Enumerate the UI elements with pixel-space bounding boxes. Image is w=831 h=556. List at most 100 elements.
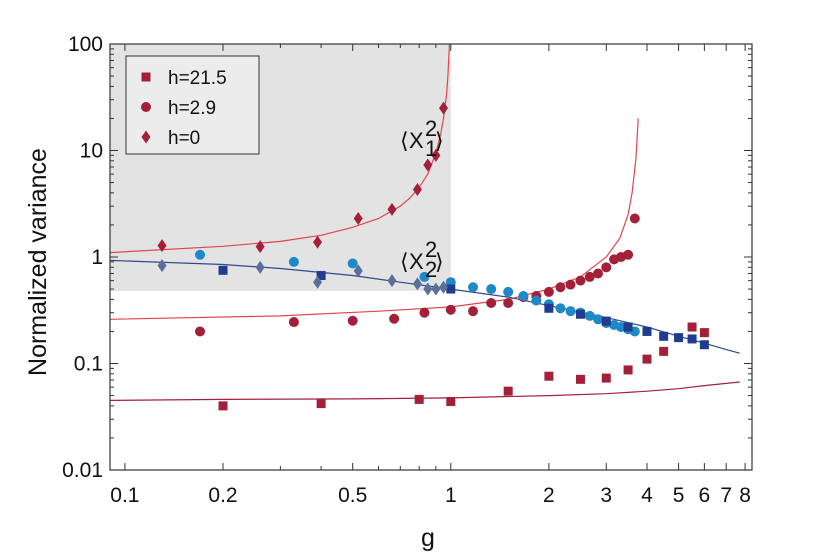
data-point-s1-16 bbox=[593, 268, 604, 279]
annotation-sup: 2 bbox=[425, 237, 437, 262]
annotation-bracket-right: ⟩ bbox=[435, 249, 444, 274]
data-point-s5-7 bbox=[431, 282, 441, 296]
data-point-s1-3 bbox=[389, 313, 400, 324]
data-point-s2-8 bbox=[439, 101, 449, 115]
data-point-s3-12 bbox=[565, 306, 576, 317]
data-point-s4-0 bbox=[218, 265, 228, 275]
legend-label-2: h=0 bbox=[168, 128, 200, 149]
data-point-s1-2 bbox=[347, 315, 358, 326]
annotation-sup: 2 bbox=[425, 116, 437, 141]
data-point-s1-20 bbox=[623, 249, 634, 260]
y-tick-label: 0.01 bbox=[62, 459, 103, 482]
data-point-s1-11 bbox=[543, 286, 554, 297]
y-tick-label: 10 bbox=[80, 140, 103, 163]
data-point-s4-9 bbox=[674, 333, 684, 343]
data-point-s4-6 bbox=[623, 322, 633, 332]
x-tick-label: 1 bbox=[445, 484, 457, 507]
data-point-s5-1 bbox=[255, 260, 265, 274]
data-point-s4-7 bbox=[642, 326, 652, 336]
data-point-s4-8 bbox=[659, 331, 669, 341]
annotation-bracket-right: ⟩ bbox=[435, 128, 444, 153]
data-point-s0-11 bbox=[687, 322, 697, 332]
data-point-s4-5 bbox=[601, 316, 611, 326]
data-point-s1-1 bbox=[288, 317, 299, 328]
data-point-s5-8 bbox=[439, 280, 449, 294]
data-point-s2-4 bbox=[387, 202, 397, 216]
data-point-s1-12 bbox=[555, 282, 566, 293]
data-point-s3-0 bbox=[195, 249, 206, 260]
data-point-s3-15 bbox=[593, 314, 604, 325]
data-point-s3-2 bbox=[347, 258, 358, 269]
data-point-s1-14 bbox=[575, 275, 586, 286]
data-point-s3-6 bbox=[486, 284, 497, 295]
y-tick-label: 100 bbox=[68, 33, 103, 56]
annotation-base: X bbox=[409, 249, 424, 274]
data-point-s1-6 bbox=[468, 306, 479, 317]
data-point-s3-11 bbox=[555, 303, 566, 314]
data-point-s0-8 bbox=[623, 365, 633, 375]
data-point-s5-3 bbox=[353, 264, 363, 278]
x-tick-label: 0.2 bbox=[208, 484, 237, 507]
legend-marker-2 bbox=[141, 130, 151, 144]
x-tick-label: 7 bbox=[720, 484, 732, 507]
data-point-s1-7 bbox=[486, 297, 497, 308]
annotation-1: ⟨ X 22⟩ bbox=[400, 237, 444, 282]
data-point-s0-0 bbox=[218, 401, 228, 411]
annotation-bracket-left: ⟨ bbox=[400, 249, 409, 274]
annotations: ⟨ X 21⟩⟨ X 22⟩ bbox=[400, 116, 444, 282]
x-tick-label: 0.5 bbox=[338, 484, 367, 507]
data-point-s4-2 bbox=[446, 284, 456, 294]
data-point-s2-1 bbox=[255, 240, 265, 254]
data-point-s3-5 bbox=[468, 282, 479, 293]
data-point-s5-4 bbox=[387, 274, 397, 288]
data-point-s1-17 bbox=[601, 262, 612, 273]
legend-label-1: h=2.9 bbox=[168, 98, 216, 119]
annotation-0: ⟨ X 21⟩ bbox=[400, 116, 444, 161]
data-point-s1-8 bbox=[503, 297, 514, 308]
data-point-s3-14 bbox=[584, 310, 595, 321]
data-point-s2-7 bbox=[431, 148, 441, 162]
legend-label-0: h=21.5 bbox=[168, 68, 227, 89]
data-point-s1-13 bbox=[565, 279, 576, 290]
x-axis-title: g bbox=[421, 524, 435, 552]
data-point-s4-4 bbox=[575, 309, 585, 319]
data-point-s0-12 bbox=[699, 328, 709, 338]
y-axis-title: Normalized variance bbox=[24, 148, 52, 376]
y-tick-label: 0.1 bbox=[74, 353, 103, 376]
data-point-s4-11 bbox=[699, 340, 709, 350]
annotation-bracket-left: ⟨ bbox=[400, 128, 409, 153]
data-point-s3-8 bbox=[518, 291, 529, 302]
data-point-s0-5 bbox=[544, 371, 554, 381]
data-point-s2-3 bbox=[353, 211, 363, 225]
data-point-s4-3 bbox=[544, 303, 554, 313]
fit-curve-2 bbox=[110, 381, 740, 401]
data-point-s1-21 bbox=[629, 213, 640, 224]
data-point-s5-5 bbox=[412, 277, 422, 291]
data-point-s4-10 bbox=[687, 334, 697, 344]
data-point-s0-6 bbox=[575, 374, 585, 384]
data-point-s0-10 bbox=[659, 346, 669, 356]
data-point-s0-1 bbox=[316, 399, 326, 409]
data-point-s1-0 bbox=[195, 326, 206, 337]
legend-marker-1 bbox=[141, 102, 151, 112]
data-point-s5-6 bbox=[423, 282, 433, 296]
data-point-s4-1 bbox=[316, 271, 326, 281]
data-point-s3-1 bbox=[288, 256, 299, 267]
y-tick-label: 1 bbox=[91, 246, 103, 269]
x-tick-label: 4 bbox=[641, 484, 653, 507]
x-tick-label: 3 bbox=[600, 484, 612, 507]
data-point-s0-4 bbox=[503, 386, 513, 396]
data-point-s3-3 bbox=[419, 271, 430, 282]
x-tick-label: 6 bbox=[699, 484, 711, 507]
data-point-s1-15 bbox=[584, 271, 595, 282]
data-point-s2-5 bbox=[412, 183, 422, 197]
legend-marker-0 bbox=[141, 72, 151, 82]
data-point-s2-6 bbox=[423, 158, 433, 172]
annotation-sub: 1 bbox=[425, 136, 437, 161]
data-point-s0-3 bbox=[446, 396, 456, 406]
x-tick-label: 5 bbox=[673, 484, 685, 507]
annotation-sub: 2 bbox=[425, 257, 437, 282]
data-points bbox=[157, 101, 709, 411]
